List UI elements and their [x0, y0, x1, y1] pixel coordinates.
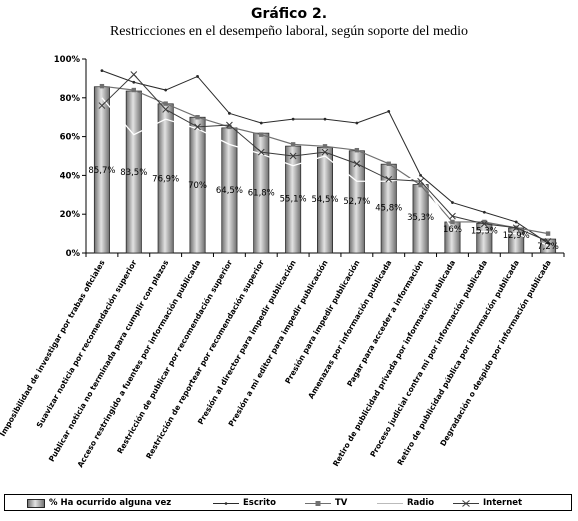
y-tick-label: 0%	[66, 249, 81, 259]
series-point	[130, 71, 138, 78]
series-point	[512, 224, 520, 232]
series-point	[132, 80, 136, 84]
series-point	[385, 175, 393, 183]
series-point	[322, 144, 328, 149]
chart-title: Gráfico 2.	[250, 6, 328, 22]
series-point	[99, 83, 105, 89]
series-point	[196, 75, 199, 78]
series-point	[353, 160, 361, 168]
series-point	[545, 231, 551, 236]
series-point	[544, 238, 552, 245]
legend-item-bars: % Ha ocurrido alguna vez	[27, 496, 171, 510]
bar-data-label: 52,7%	[343, 197, 370, 207]
bar-data-label: 85,7%	[88, 166, 115, 176]
legend-item-radio: Radio	[377, 496, 434, 510]
y-tick-label: 100%	[54, 55, 81, 65]
series-point	[450, 219, 455, 225]
series-point	[98, 102, 106, 109]
series-point	[195, 115, 200, 120]
bars	[93, 86, 557, 254]
legend-item-tv: TV	[305, 496, 347, 510]
series-point	[228, 111, 231, 115]
legend-radio-swatch	[377, 502, 403, 504]
legend-item-escrito: Escrito	[213, 496, 276, 510]
series-point	[480, 220, 488, 228]
category-label: Degradación o despido por información pu…	[438, 259, 552, 448]
category-label: Proceso judicial contra mi por informaci…	[368, 259, 489, 459]
legend-label-bars: % Ha ocurrido alguna vez	[49, 498, 172, 508]
series-point	[290, 142, 296, 147]
y-tick-label: 80%	[60, 94, 81, 104]
legend-label-escrito: Escrito	[243, 498, 276, 508]
category-label: Imposibilidad de investigar por trabas o…	[0, 258, 107, 438]
category-label: Restricción de reportear por recomendaci…	[144, 258, 266, 460]
series-point	[291, 117, 295, 121]
y-tick-label: 40%	[60, 171, 81, 181]
series-point	[100, 69, 104, 73]
series-point	[514, 220, 518, 224]
category-label: Retiro de publicidad pública por informa…	[395, 259, 521, 467]
series-point	[226, 121, 233, 129]
y-tick-label: 20%	[60, 210, 81, 220]
series-point	[289, 152, 297, 160]
bar-data-label: 70%	[188, 181, 207, 191]
series-point	[355, 121, 359, 125]
bar-data-label: 83,5%	[120, 168, 147, 178]
series-line	[101, 97, 549, 246]
series-point	[323, 117, 327, 121]
bar-data-label: 35,3%	[407, 213, 434, 223]
series-point	[194, 123, 201, 131]
bar-data-label: 54,5%	[311, 195, 338, 205]
series-point	[163, 101, 168, 106]
series-point	[451, 201, 454, 204]
legend-item-internet: Internet	[453, 496, 522, 510]
data-labels: 85,7% 83,5% 76,9% 70% 64,5% 61,8% 55,1% 54,5% 52…	[88, 166, 558, 252]
legend-escrito-swatch	[213, 501, 239, 505]
y-tick-label: 60%	[60, 133, 81, 143]
category-labels: Imposibilidad de investigar por trabas o…	[0, 258, 553, 469]
series-point	[131, 87, 136, 93]
bar-data-label: 16%	[443, 225, 462, 235]
bar-data-label: 76,9%	[152, 174, 179, 184]
series-point	[164, 88, 168, 92]
category-label: Restricción de publicar por recomendació…	[115, 258, 234, 455]
series-point	[259, 121, 263, 125]
bar	[540, 238, 557, 254]
bar-data-label: 12,9%	[503, 231, 530, 241]
legend-label-tv: TV	[335, 498, 348, 508]
series-point	[227, 124, 232, 130]
bar-data-label: 7,2%	[537, 242, 559, 252]
series-point	[417, 177, 424, 185]
series-point	[321, 148, 329, 156]
series-point	[386, 161, 391, 166]
legend-label-radio: Radio	[407, 498, 435, 508]
series-point	[259, 132, 264, 137]
bar-line-chart: 0% 20% 40% 60% 80% 100% 85,7% 83,5% 76,9% 70% 64,…	[0, 55, 565, 469]
legend-bar-swatch	[27, 498, 45, 508]
bar-data-label: 55,1%	[280, 195, 307, 205]
category-label: Acceso restringido a fuentes por informa…	[76, 259, 203, 470]
legend: % Ha ocurrido alguna vez Escrito TV Radi…	[4, 494, 572, 511]
bar-data-label: 64,5%	[216, 186, 243, 196]
category-label: Publicar noticia no terminada para cumpl…	[47, 258, 171, 463]
series-lines	[98, 69, 552, 246]
series-point	[449, 212, 456, 220]
series-point	[257, 148, 265, 156]
chart-subtitle: Restricciones en el desempeño laboral, s…	[109, 24, 469, 39]
series-point	[387, 109, 391, 113]
series-point	[418, 182, 423, 188]
category-label: Retiro de publicidad privada por informa…	[331, 259, 457, 469]
series-point	[354, 147, 360, 153]
series-point	[482, 210, 486, 214]
series-point	[419, 174, 422, 177]
series-point	[162, 106, 170, 113]
legend-label-internet: Internet	[483, 498, 523, 508]
series-point	[482, 219, 487, 225]
legend-internet-swatch	[453, 499, 479, 507]
legend-tv-swatch	[305, 500, 331, 506]
bar-data-label: 45,8%	[375, 203, 402, 213]
bar-data-label: 61,8%	[248, 188, 275, 198]
bar-data-label: 15,3%	[471, 226, 498, 236]
